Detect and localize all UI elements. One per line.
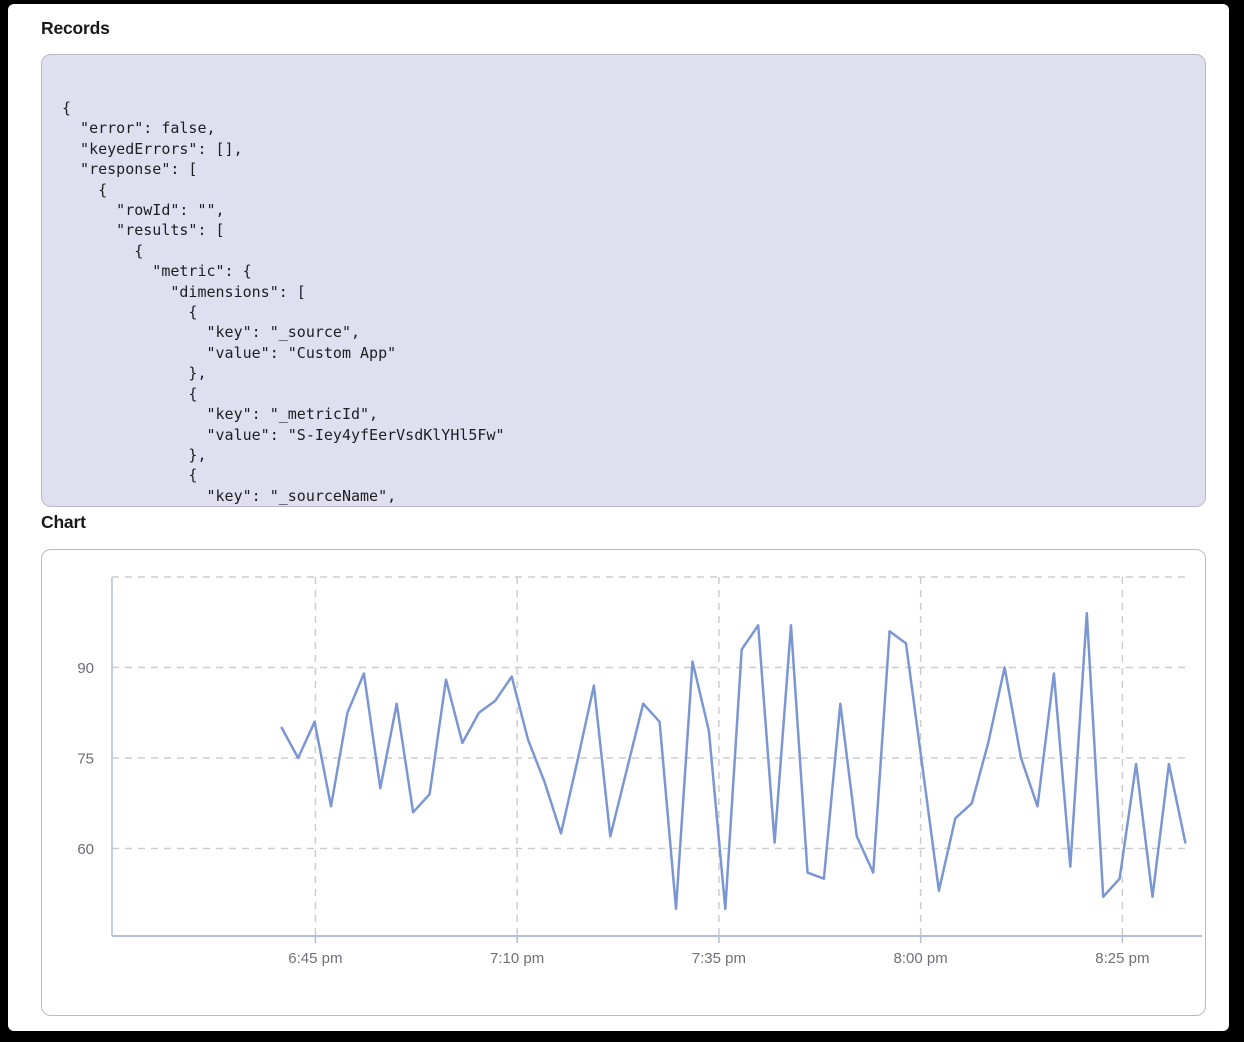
y-tick-label: 90 [77, 660, 94, 677]
x-tick-label: 7:35 pm [692, 950, 746, 967]
y-tick-label: 60 [77, 841, 94, 858]
chart-heading: Chart [41, 512, 86, 532]
chart-line [280, 611, 1187, 911]
y-tick-label: 75 [77, 751, 94, 768]
line-chart: 6:45 pm 7:10 pm 7:35 pm 8:00 pm 8:25 pm 90 75 6… [77, 576, 1202, 967]
x-tick-label: 8:25 pm [1095, 950, 1149, 967]
x-tick-label: 7:10 pm [490, 950, 544, 967]
chart-card: 6:45 pm 7:10 pm 7:35 pm 8:00 pm 8:25 pm 90 75 6… [41, 549, 1206, 1016]
records-heading: Records [41, 18, 110, 38]
content-panel: Records { "error": false, "keyedErrors":… [8, 4, 1229, 1031]
records-code-block[interactable]: { "error": false, "keyedErrors": [], "re… [41, 54, 1206, 507]
x-tick-label: 8:00 pm [894, 950, 948, 967]
x-tick-label: 6:45 pm [288, 950, 342, 967]
records-json-text: { "error": false, "keyedErrors": [], "re… [62, 99, 505, 505]
